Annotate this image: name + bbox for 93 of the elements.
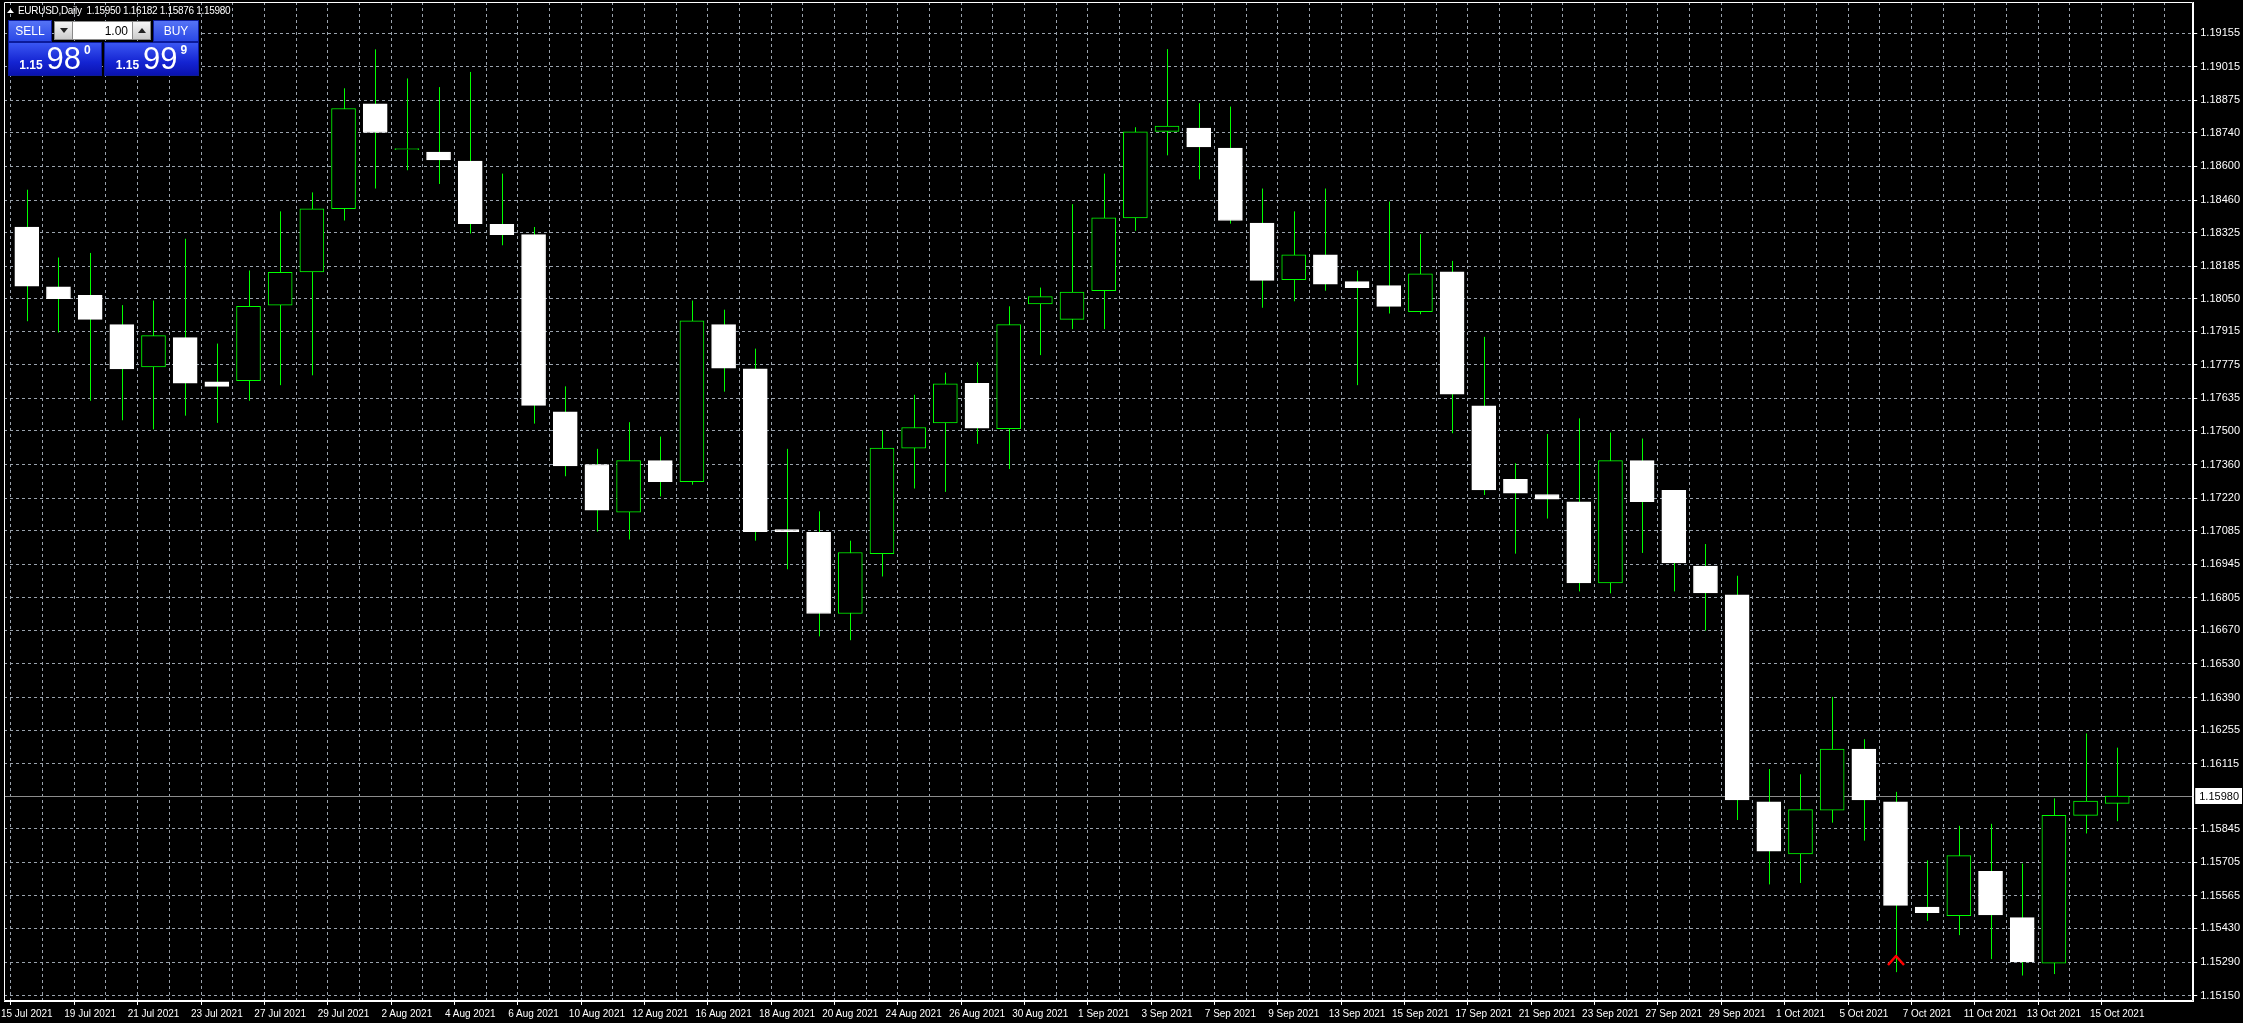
y-tick-label: 1.18740 — [2200, 125, 2240, 138]
candlestick — [1344, 270, 1370, 386]
y-tick-label: 1.19015 — [2200, 59, 2240, 72]
x-tick-label: 6 Aug 2021 — [508, 1007, 560, 1019]
x-tick-label: 13 Sep 2021 — [1328, 1007, 1386, 1019]
x-tick-label: 1 Sep 2021 — [1078, 1007, 1130, 1019]
candlestick — [1281, 210, 1307, 302]
y-tick-label: 1.17775 — [2200, 357, 2240, 370]
chart-title: EURUSD,Daily 1.15950 1.16182 1.15876 1.15980 — [18, 5, 231, 17]
x-tick-label: 9 Sep 2021 — [1268, 1007, 1320, 1019]
y-tick-label: 1.15705 — [2200, 855, 2240, 868]
candlestick — [774, 448, 800, 570]
x-tick-label: 24 Aug 2021 — [885, 1007, 943, 1019]
y-tick-label: 1.18460 — [2200, 193, 2240, 206]
candlestick — [1914, 859, 1940, 922]
x-tick-label: 29 Sep 2021 — [1708, 1007, 1766, 1019]
x-tick-label: 30 Aug 2021 — [1012, 1007, 1069, 1019]
y-tick-label: 1.17915 — [2200, 324, 2240, 337]
y-tick-label: 1.16115 — [2200, 756, 2240, 769]
x-tick-label: 15 Jul 2021 — [0, 1007, 54, 1019]
y-tick-label: 1.17635 — [2200, 391, 2240, 404]
x-tick-label: 21 Sep 2021 — [1518, 1007, 1576, 1019]
y-tick-label: 1.18600 — [2200, 159, 2240, 172]
y-tick-label: 1.18050 — [2200, 291, 2240, 304]
x-tick-label: 4 Aug 2021 — [444, 1007, 496, 1019]
sell-price-box: 1.15 98$^{0}$ — [8, 42, 102, 76]
x-tick-label: 13 Oct 2021 — [2026, 1007, 2082, 1019]
x-tick-label: 10 Aug 2021 — [568, 1007, 626, 1019]
y-tick-label: 1.17220 — [2200, 491, 2240, 504]
y-tick-label: 1.16805 — [2200, 590, 2240, 603]
candlestick — [489, 173, 515, 246]
candlestick — [1503, 462, 1528, 555]
x-tick-label: 23 Sep 2021 — [1582, 1007, 1640, 1019]
y-tick-label: 1.16530 — [2200, 657, 2240, 670]
y-tick-label: 1.16390 — [2200, 690, 2240, 703]
annotation: 1.15 — [19, 58, 43, 72]
candlestick — [426, 86, 451, 185]
x-tick-label: 3 Sep 2021 — [1141, 1007, 1194, 1019]
x-tick-label: 27 Sep 2021 — [1645, 1007, 1703, 1019]
ref-line-label: 1.15980 — [2199, 789, 2239, 802]
y-tick-label: 1.16945 — [2200, 557, 2240, 570]
y-tick-label: 1.18185 — [2200, 259, 2240, 272]
x-tick-label: 20 Aug 2021 — [822, 1007, 879, 1019]
y-tick-label: 1.17500 — [2200, 423, 2240, 436]
candlestick — [1534, 433, 1560, 520]
y-tick-label: 1.15430 — [2200, 921, 2240, 934]
annotation: 99$^{9}$ — [143, 41, 188, 78]
y-tick-label: 1.15150 — [2200, 988, 2240, 1001]
buy-button: BUY — [153, 20, 199, 42]
lot-size-field: 1.00 — [73, 21, 132, 40]
y-tick-label: 1.15565 — [2200, 888, 2240, 901]
x-tick-label: 12 Aug 2021 — [632, 1007, 689, 1019]
x-tick-label: 21 Jul 2021 — [127, 1007, 180, 1019]
candlestick — [1028, 287, 1053, 356]
y-tick-label: 1.18875 — [2200, 93, 2240, 106]
candlestick — [901, 394, 926, 490]
x-tick-label: 29 Jul 2021 — [317, 1007, 370, 1019]
y-tick-label: 1.16670 — [2200, 623, 2240, 636]
candlestick — [46, 257, 71, 334]
candlestick — [1376, 201, 1402, 315]
x-tick-label: 2 Aug 2021 — [381, 1007, 433, 1019]
x-tick-label: 7 Oct 2021 — [1902, 1007, 1953, 1019]
x-tick-label: 7 Sep 2021 — [1204, 1007, 1257, 1019]
sell-button: SELL — [8, 20, 52, 42]
candlestick — [2104, 747, 2130, 822]
x-tick-label: 27 Jul 2021 — [254, 1007, 307, 1019]
x-tick-label: 5 Oct 2021 — [1839, 1007, 1889, 1019]
candlestick — [647, 436, 673, 497]
y-tick-label: 1.15290 — [2200, 955, 2240, 968]
candlestick — [77, 252, 103, 402]
candlestick — [1154, 48, 1180, 156]
x-tick-label: 19 Jul 2021 — [64, 1007, 117, 1019]
x-tick-label: 15 Sep 2021 — [1392, 1007, 1450, 1019]
x-tick-label: 23 Jul 2021 — [190, 1007, 244, 1019]
annotation: 98$^{0}$ — [46, 41, 91, 78]
y-tick-label: 1.17360 — [2200, 457, 2240, 470]
y-tick-label: 1.18325 — [2200, 225, 2240, 238]
y-tick-label: 1.15845 — [2200, 821, 2240, 834]
x-tick-label: 18 Aug 2021 — [758, 1007, 816, 1019]
x-tick-label: 26 Aug 2021 — [948, 1007, 1006, 1019]
candlestick — [204, 343, 230, 424]
x-tick-label: 15 Oct 2021 — [2089, 1007, 2145, 1019]
y-tick-label: 1.17085 — [2200, 523, 2240, 536]
x-tick-label: 17 Sep 2021 — [1455, 1007, 1513, 1019]
buy-price-box: 1.15 99$^{9}$ — [104, 42, 199, 76]
y-tick-label: 1.16255 — [2200, 723, 2240, 736]
x-tick-label: 11 Oct 2021 — [1963, 1007, 2018, 1019]
annotation: 1.15 — [115, 58, 140, 72]
y-tick-label: 1.19155 — [2200, 26, 2240, 39]
x-tick-label: 16 Aug 2021 — [695, 1007, 753, 1019]
candlestick — [2073, 732, 2098, 834]
candlestick — [1186, 102, 1212, 180]
x-tick-label: 1 Oct 2021 — [1776, 1007, 1826, 1019]
